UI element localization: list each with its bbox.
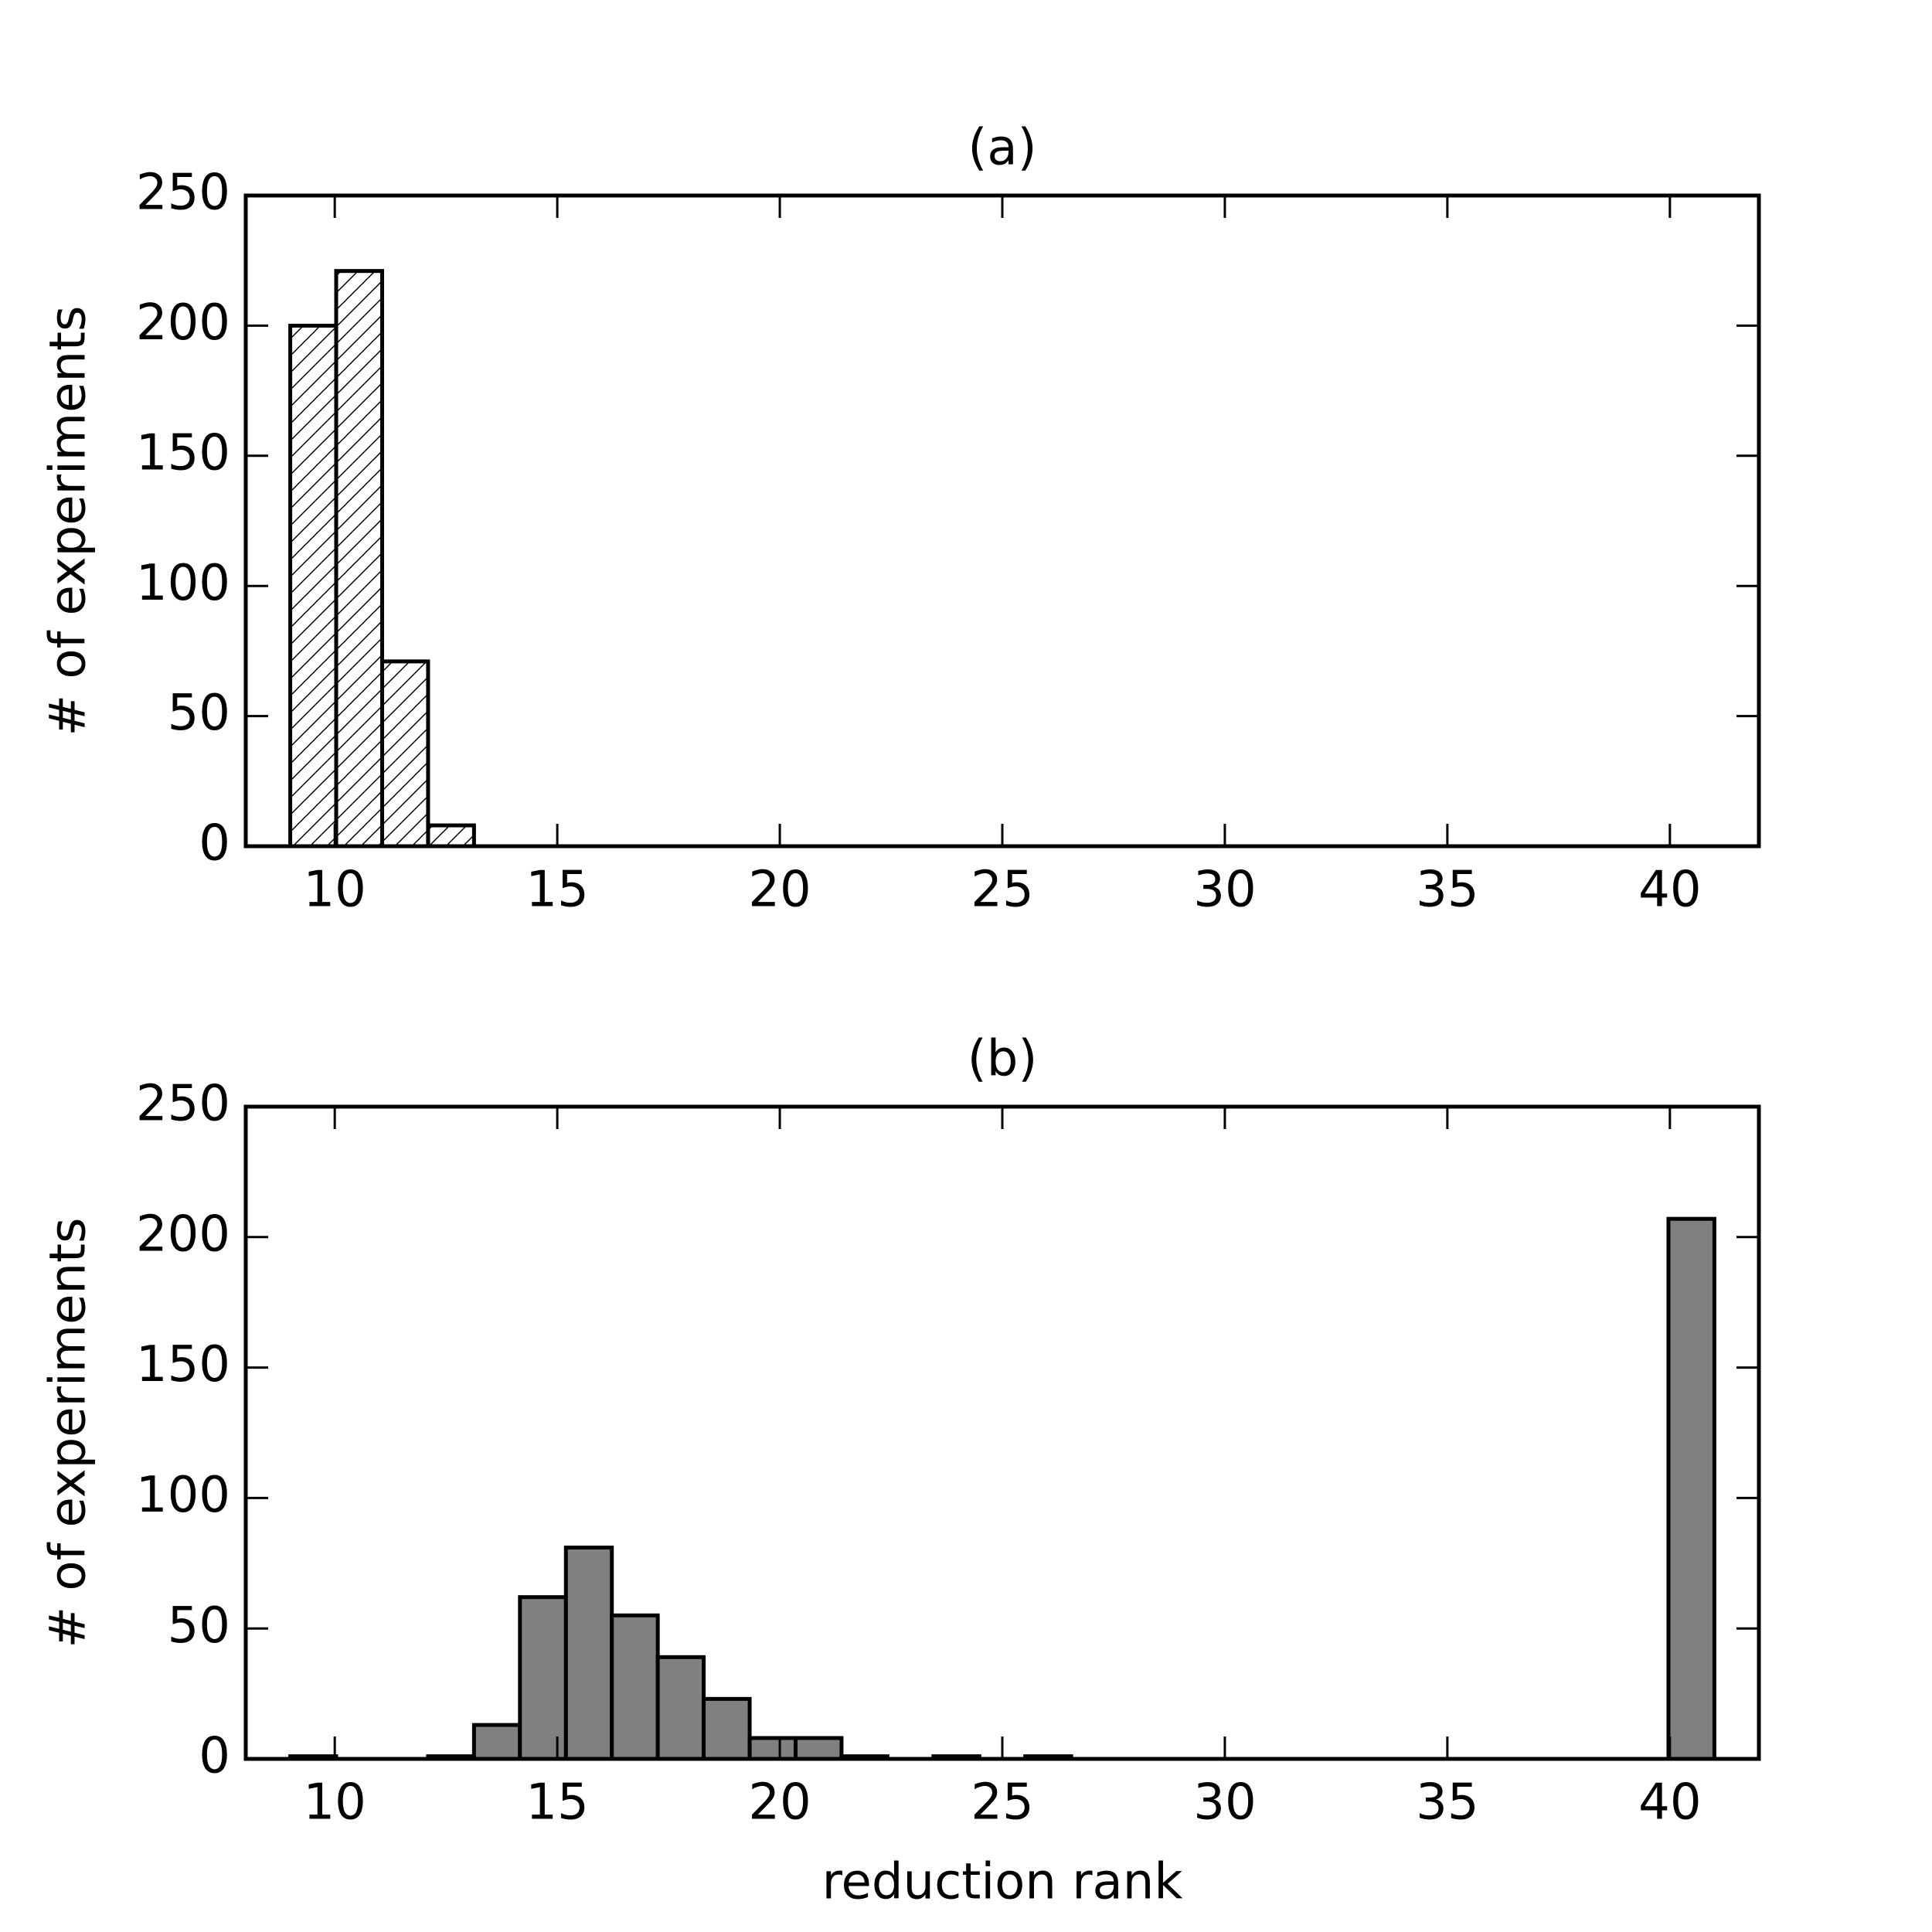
bar	[471, 1723, 522, 1761]
bar	[288, 323, 338, 849]
y-tick-label: 50	[168, 685, 230, 742]
x-tick-label: 20	[748, 862, 811, 919]
x-tick-label: 40	[1638, 1774, 1701, 1832]
y-tick-label: 0	[199, 1728, 230, 1785]
bar	[794, 1736, 844, 1761]
bar	[1666, 1216, 1716, 1761]
x-tick-label: 10	[303, 862, 366, 919]
bar	[426, 823, 476, 849]
x-tick-label: 40	[1638, 862, 1701, 919]
x-tick-label: 35	[1416, 1774, 1478, 1832]
axes-frame	[243, 193, 1761, 849]
x-tick-label: 10	[303, 1774, 366, 1832]
y-tick-label: 150	[136, 424, 230, 481]
bar	[655, 1655, 706, 1761]
panel-title: (a)	[968, 120, 1036, 177]
x-axis-label: reduction rank	[822, 1854, 1183, 1911]
y-tick-label: 100	[136, 555, 230, 612]
axes-frame	[243, 1104, 1761, 1761]
bar	[563, 1546, 614, 1761]
y-tick-label: 200	[136, 294, 230, 352]
x-tick-label: 30	[1193, 862, 1256, 919]
y-tick-label: 0	[199, 815, 230, 872]
x-tick-label: 15	[526, 1774, 588, 1832]
bar	[380, 659, 430, 849]
x-tick-label: 30	[1193, 1774, 1256, 1832]
y-axis-label: # of experiments	[40, 306, 97, 736]
bar	[702, 1696, 752, 1761]
bar	[518, 1595, 568, 1761]
y-tick-label: 100	[136, 1467, 230, 1524]
y-tick-label: 250	[136, 1076, 230, 1133]
bar	[747, 1736, 798, 1761]
x-tick-label: 25	[971, 862, 1033, 919]
bar	[610, 1613, 660, 1761]
panel-title: (b)	[968, 1031, 1038, 1088]
x-tick-label: 25	[971, 1774, 1033, 1832]
bar	[334, 269, 385, 849]
y-tick-label: 200	[136, 1206, 230, 1263]
x-tick-label: 15	[526, 862, 588, 919]
x-tick-label: 35	[1416, 862, 1478, 919]
y-axis-label: # of experiments	[40, 1218, 97, 1648]
y-tick-label: 250	[136, 165, 230, 222]
x-tick-label: 20	[748, 1774, 811, 1832]
y-tick-label: 50	[168, 1597, 230, 1655]
y-tick-label: 150	[136, 1336, 230, 1393]
